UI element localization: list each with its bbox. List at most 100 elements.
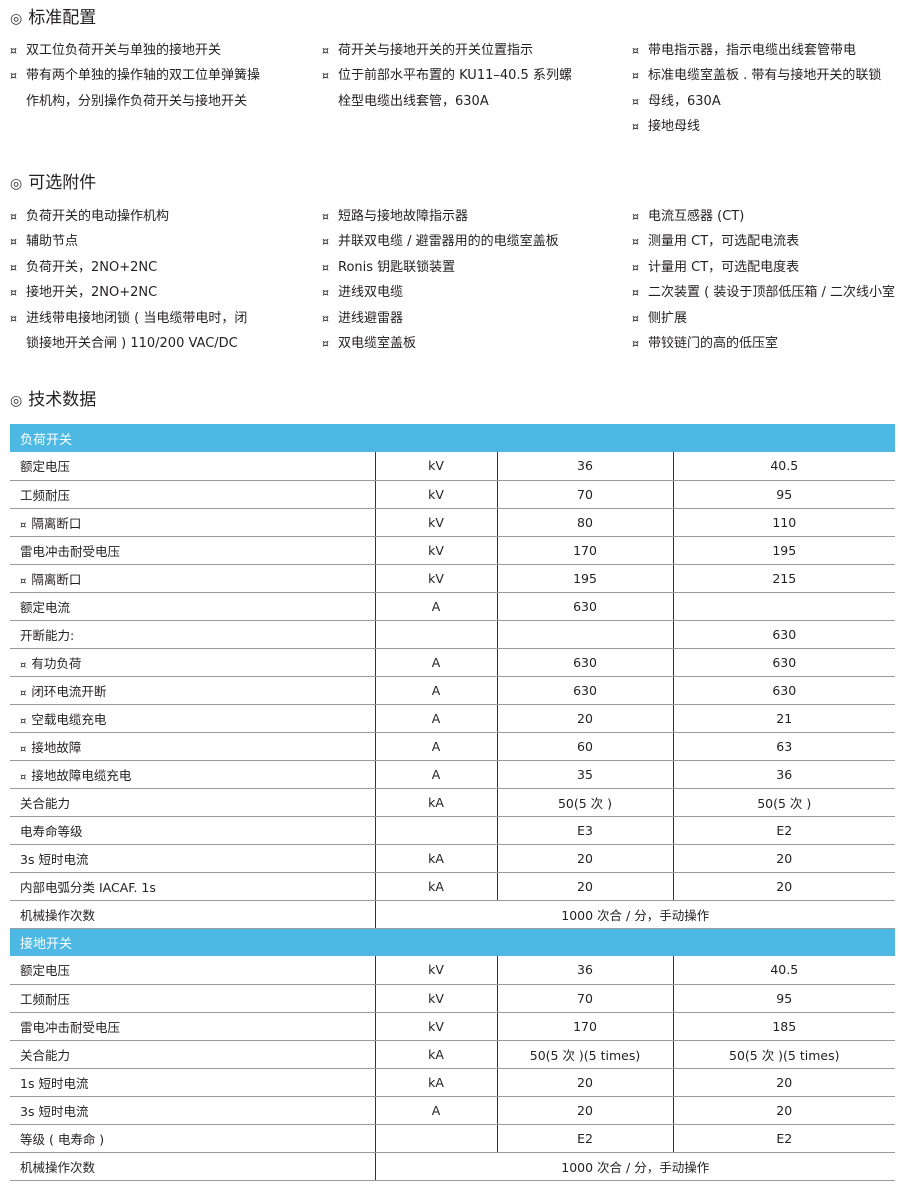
parameter-cell: ¤ 有功负荷 xyxy=(10,648,375,677)
table-row: 额定电压 kV 36 40.5 xyxy=(10,956,895,985)
merged-value-cell: 1000 次合 / 分，手动操作 xyxy=(374,1152,895,1181)
square-bullet-icon: ¤ xyxy=(632,286,639,300)
list-item: ¤ 侧扩展 xyxy=(632,306,900,331)
parameter-cell: 额定电压 xyxy=(10,956,375,985)
unit-cell: A xyxy=(374,1096,497,1125)
square-bullet-icon: ¤ xyxy=(10,210,17,223)
list-item-text: 作机构，分别操作负荷开关与接地开关 xyxy=(26,93,248,109)
table-row: ¤ 空载电缆充电 A 20 21 xyxy=(10,704,895,733)
parameter-cell: 内部电弧分类 IACAF. 1s xyxy=(10,872,375,901)
table-row: 工频耐压 kV 70 95 xyxy=(10,984,895,1013)
parameter-label: 隔离断口 xyxy=(31,515,82,531)
value-36kv-cell: 170 xyxy=(496,1012,673,1041)
value-40kv-cell: 36 xyxy=(672,760,895,789)
parameter-cell: 机械操作次数 xyxy=(10,1152,375,1181)
list-item-text: 并联双电缆 / 避雷器用的的电缆室盖板 xyxy=(338,234,559,250)
value-40kv-cell: 50(5 次 )(5 times) xyxy=(672,1040,895,1069)
list-item: ¤ 进线双电缆 xyxy=(322,280,559,305)
square-bullet-icon: ¤ xyxy=(322,210,329,223)
table-row: 关合能力 kA 50(5 次 ) 50(5 次 ) xyxy=(10,788,895,817)
unit-cell: kA xyxy=(374,1040,497,1069)
parameter-label: 工频耐压 xyxy=(20,991,71,1007)
unit-cell: kA xyxy=(374,872,497,901)
value-36kv-cell: 630 xyxy=(496,592,673,621)
list-item-text: 双工位负荷开关与单独的接地开关 xyxy=(26,43,222,58)
value-36kv-cell: 70 xyxy=(496,984,673,1013)
group-header-row: 接地开关 xyxy=(10,928,895,956)
parameter-label: 雷电冲击耐受电压 xyxy=(20,543,121,559)
parameter-label: 1s 短时电流 xyxy=(20,1075,89,1091)
parameter-cell: ¤ 隔离断口 xyxy=(10,564,375,593)
group-header-row: 负荷开关 xyxy=(10,424,895,452)
list-item: ¤ 并联双电缆 / 避雷器用的的电缆室盖板 xyxy=(322,229,559,254)
section-standard-title: ◎ 标准配置 xyxy=(10,7,96,30)
parameter-label: 工频耐压 xyxy=(20,487,71,503)
value-36kv-cell: 20 xyxy=(496,844,673,873)
value-40kv-cell: 110 xyxy=(672,508,895,537)
list-item: ¤ 辅助节点 xyxy=(10,229,247,254)
heading-text: 标准配置 xyxy=(28,8,97,28)
value-36kv-cell: 36 xyxy=(496,452,673,481)
square-bullet-icon: ¤ xyxy=(20,575,27,587)
parameter-label: 接地故障 xyxy=(31,739,82,755)
list-item-text: 位于前部水平布置的 KU11–40.5 系列螺 xyxy=(338,68,572,84)
parameter-label: 关合能力 xyxy=(20,795,71,811)
value-36kv-cell: 50(5 次 ) xyxy=(496,788,673,817)
unit-cell xyxy=(374,1124,497,1153)
circle-bullet-icon: ◎ xyxy=(10,393,23,409)
table-row: 额定电压 kV 36 40.5 xyxy=(10,452,895,481)
value-40kv-cell: 20 xyxy=(672,1096,895,1125)
parameter-label: 空载电缆充电 xyxy=(31,711,107,727)
square-bullet-icon: ¤ xyxy=(322,69,329,83)
list-item: ¤ Ronis 钥匙联锁装置 xyxy=(322,255,559,280)
square-bullet-icon: ¤ xyxy=(20,659,27,671)
value-36kv-cell: 20 xyxy=(496,1068,673,1097)
unit-cell: kV xyxy=(374,508,497,537)
heading-text: 技术数据 xyxy=(28,390,97,410)
list-item: 锁接地开关合闸 ) 110/200 VAC/DC xyxy=(10,331,247,356)
list-item: 作机构，分别操作负荷开关与接地开关 xyxy=(10,89,260,114)
table-row: 雷电冲击耐受电压 kV 170 195 xyxy=(10,536,895,565)
square-bullet-icon: ¤ xyxy=(10,311,17,325)
value-40kv-cell: 95 xyxy=(672,984,895,1013)
parameter-cell: 开断能力: xyxy=(10,620,375,649)
parameter-label: 内部电弧分类 IACAF. 1s xyxy=(20,879,156,895)
parameter-cell: 3s 短时电流 xyxy=(10,844,375,873)
section-optional-title: ◎ 可选附件 xyxy=(10,172,96,195)
unit-cell: A xyxy=(374,760,497,789)
value-40kv-cell: 195 xyxy=(672,536,895,565)
table-row: ¤ 接地故障电缆充电 A 35 36 xyxy=(10,760,895,789)
parameter-cell: ¤ 隔离断口 xyxy=(10,508,375,537)
table-row: 3s 短时电流 A 20 20 xyxy=(10,1096,895,1125)
table-row: ¤ 有功负荷 A 630 630 xyxy=(10,648,895,677)
list-item: ¤ 计量用 CT，可选配电度表 xyxy=(632,255,900,280)
square-bullet-icon: ¤ xyxy=(632,44,639,57)
parameter-cell: 关合能力 xyxy=(10,788,375,817)
list-column: ¤ 带电指示器，指示电缆出线套管带电 ¤ 标准电缆室盖板 . 带有与接地开关的联锁 ¤ 母… xyxy=(632,38,881,140)
list-item: ¤ 母线，630A xyxy=(632,89,881,114)
list-item: ¤ 标准电缆室盖板 . 带有与接地开关的联锁 xyxy=(632,63,881,88)
table-row: 等级 ( 电寿命 ) E2 E2 xyxy=(10,1124,895,1153)
list-item-text: 短路与接地故障指示器 xyxy=(338,209,469,224)
group-header: 负荷开关 xyxy=(10,424,895,452)
value-36kv-cell: 60 xyxy=(496,732,673,761)
value-40kv-cell: 50(5 次 ) xyxy=(672,788,895,817)
table-row: 1s 短时电流 kA 20 20 xyxy=(10,1068,895,1097)
list-column: ¤ 双工位负荷开关与单独的接地开关 ¤ 带有两个单独的操作轴的双工位单弹簧操 作机构，分… xyxy=(10,38,260,114)
table-row: ¤ 隔离断口 kV 195 215 xyxy=(10,564,895,593)
square-bullet-icon: ¤ xyxy=(632,210,639,223)
value-40kv-cell: 20 xyxy=(672,872,895,901)
value-40kv-cell: 40.5 xyxy=(672,452,895,481)
parameter-label: 开断能力: xyxy=(20,627,75,643)
list-item: ¤ 双电缆室盖板 xyxy=(322,331,559,356)
parameter-cell: 雷电冲击耐受电压 xyxy=(10,536,375,565)
value-36kv-cell: 50(5 次 )(5 times) xyxy=(496,1040,673,1069)
parameter-label: 3s 短时电流 xyxy=(20,1103,89,1119)
parameter-label: 接地故障电缆充电 xyxy=(31,767,132,783)
parameter-cell: 电寿命等级 xyxy=(10,816,375,845)
list-item-text: 母线，630A xyxy=(648,93,721,109)
square-bullet-icon: ¤ xyxy=(20,771,27,783)
unit-cell: A xyxy=(374,732,497,761)
parameter-label: 电寿命等级 xyxy=(20,823,83,839)
unit-cell: kA xyxy=(374,788,497,817)
